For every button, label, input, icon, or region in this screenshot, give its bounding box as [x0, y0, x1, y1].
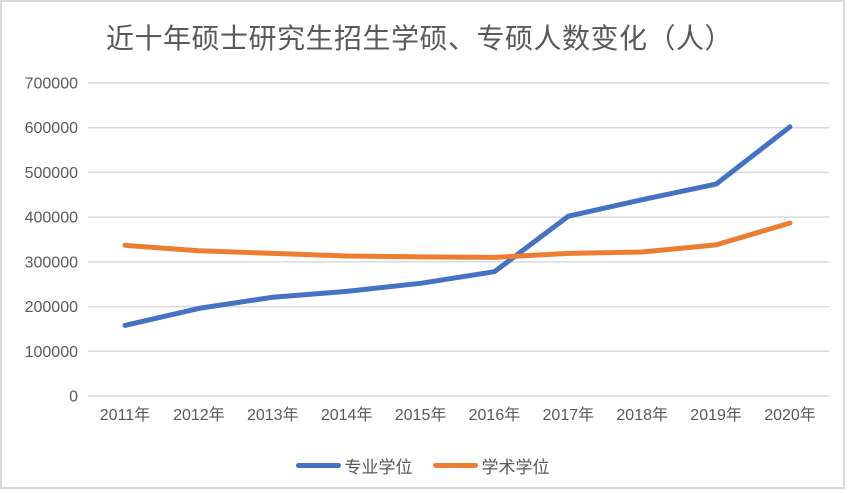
y-axis-tick-label: 600000 — [25, 120, 78, 137]
x-axis-tick-label: 2011年 — [100, 406, 150, 424]
legend-label-professional: 专业学位 — [344, 458, 413, 477]
legend-dash-professional-icon — [295, 463, 341, 468]
legend-item-professional: 专业学位 — [295, 453, 413, 478]
y-axis-tick-label: 400000 — [25, 210, 78, 227]
legend-label-academic: 学术学位 — [481, 458, 550, 477]
series-line-0 — [122, 124, 793, 328]
x-axis-tick-label: 2020年 — [764, 406, 816, 424]
legend: 专业学位 学术学位 — [0, 453, 845, 478]
y-axis-tick-label: 200000 — [25, 299, 78, 316]
x-axis-tick-label: 2015年 — [395, 406, 447, 424]
x-axis-tick-label: 2019年 — [690, 406, 742, 424]
legend-item-academic: 学术学位 — [432, 453, 550, 478]
y-axis-tick-label: 100000 — [25, 344, 78, 361]
series-line-1 — [122, 220, 793, 260]
x-axis-tick-label: 2014年 — [321, 406, 373, 424]
chart-title: 近十年硕士研究生招生学硕、专硕人数变化（人） — [105, 23, 733, 54]
legend-dash-academic-icon — [432, 463, 478, 468]
y-axis-tick-label: 300000 — [25, 254, 78, 271]
y-axis-tick-label: 700000 — [25, 76, 78, 93]
x-axis-tick-label: 2013年 — [247, 406, 299, 424]
x-axis-tick-label: 2017年 — [543, 406, 595, 424]
x-axis-tick-label: 2012年 — [173, 406, 225, 424]
x-axis-tick-label: 2018年 — [616, 406, 668, 424]
y-axis-tick-label: 0 — [69, 389, 78, 406]
y-axis-tick-label: 500000 — [25, 165, 78, 182]
x-axis-tick-label: 2016年 — [469, 406, 521, 424]
